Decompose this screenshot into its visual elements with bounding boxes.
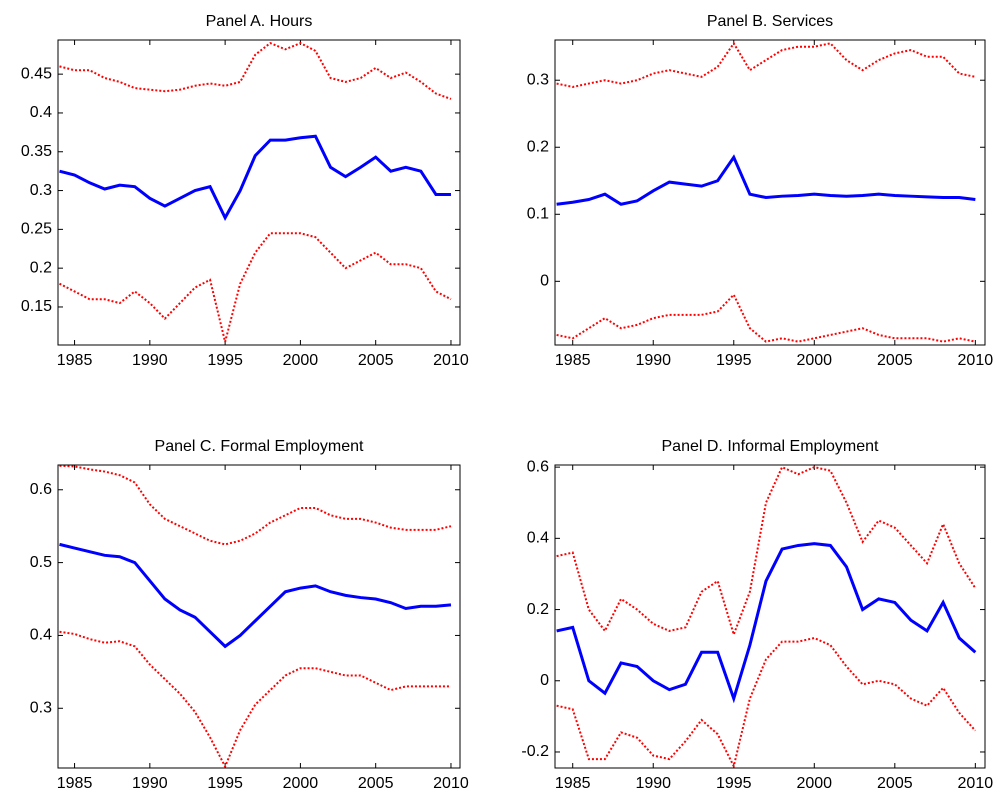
panel-title: Panel D. Informal Employment — [662, 438, 880, 455]
series-line — [556, 465, 977, 638]
y-tick-label: 0.6 — [527, 458, 549, 475]
x-tick-label: 1985 — [57, 352, 93, 369]
x-tick-label: 2010 — [958, 775, 994, 792]
x-tick-label: 2005 — [877, 775, 913, 792]
y-tick-label: 0.4 — [30, 104, 52, 121]
y-tick-label: 0.15 — [21, 298, 52, 315]
panel-title: Panel C. Formal Employment — [155, 438, 365, 455]
series-line — [59, 232, 452, 343]
series-line — [59, 542, 452, 649]
y-tick-label: 0.2 — [527, 138, 549, 155]
series-line — [556, 542, 977, 704]
x-tick-label: 1990 — [132, 775, 168, 792]
x-tick-label: 1995 — [716, 352, 752, 369]
series-line — [59, 134, 451, 221]
y-tick-label: 0.25 — [21, 221, 52, 238]
series-line — [556, 41, 976, 88]
y-tick-label: 0.2 — [30, 259, 52, 276]
series-line — [59, 41, 452, 100]
x-tick-label: 1985 — [555, 775, 591, 792]
x-tick-label: 2000 — [796, 775, 832, 792]
x-tick-label: 1985 — [57, 775, 93, 792]
x-tick-label: 1990 — [635, 775, 671, 792]
x-tick-label: 2000 — [796, 352, 832, 369]
y-tick-label: 0.4 — [527, 530, 549, 547]
x-tick-label: 2000 — [283, 352, 319, 369]
x-tick-label: 2005 — [877, 352, 913, 369]
series-line — [59, 630, 451, 768]
y-tick-label: 0.3 — [527, 71, 549, 88]
y-tick-label: 0 — [540, 273, 549, 290]
y-tick-label: 0.2 — [527, 601, 549, 618]
series-line — [556, 292, 976, 343]
plot-frame — [57, 39, 461, 346]
x-tick-label: 1985 — [555, 352, 591, 369]
y-tick-label: 0.3 — [30, 182, 52, 199]
y-tick-label: 0.1 — [527, 206, 549, 223]
panel-title: Panel B. Services — [707, 13, 833, 30]
x-tick-label: 2000 — [283, 775, 319, 792]
x-tick-label: 2010 — [433, 775, 469, 792]
x-tick-label: 1990 — [132, 352, 168, 369]
x-tick-label: 2005 — [358, 352, 394, 369]
y-tick-label: 0.6 — [30, 481, 52, 498]
x-tick-label: 1995 — [207, 775, 243, 792]
plot-frame — [554, 464, 986, 769]
y-tick-label: 0.35 — [21, 143, 52, 160]
plot-frame — [554, 39, 986, 346]
y-tick-label: -0.2 — [521, 743, 549, 760]
y-tick-label: 0 — [540, 672, 549, 689]
x-tick-label: 1995 — [207, 352, 243, 369]
y-tick-label: 0.3 — [30, 699, 52, 716]
plot-frame — [57, 464, 461, 769]
y-tick-label: 0.5 — [30, 554, 52, 571]
series-line — [556, 636, 977, 768]
x-tick-label: 1990 — [635, 352, 671, 369]
x-tick-label: 2005 — [358, 775, 394, 792]
y-tick-label: 0.45 — [21, 65, 52, 82]
y-tick-label: 0.4 — [30, 627, 52, 644]
series-line — [59, 465, 452, 546]
panel-title: Panel A. Hours — [206, 13, 313, 30]
x-tick-label: 2010 — [958, 352, 994, 369]
x-tick-label: 1995 — [716, 775, 752, 792]
x-tick-label: 2010 — [433, 352, 469, 369]
series-line — [556, 154, 976, 206]
